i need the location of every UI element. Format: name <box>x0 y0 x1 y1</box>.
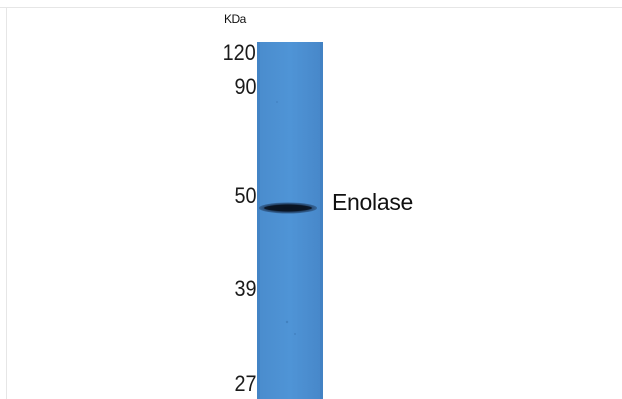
lane-background <box>257 42 323 399</box>
frame-left-line <box>6 7 7 399</box>
blot-lane <box>257 42 323 399</box>
frame-top-line <box>0 7 622 8</box>
marker-120: 120 <box>222 40 256 65</box>
marker-27: 27 <box>233 371 256 396</box>
marker-50: 50 <box>233 183 256 208</box>
band-label: Enolase <box>332 189 414 215</box>
unit-label: KDa <box>224 12 246 26</box>
marker-90: 90 <box>233 74 256 99</box>
marker-39: 39 <box>233 276 256 301</box>
